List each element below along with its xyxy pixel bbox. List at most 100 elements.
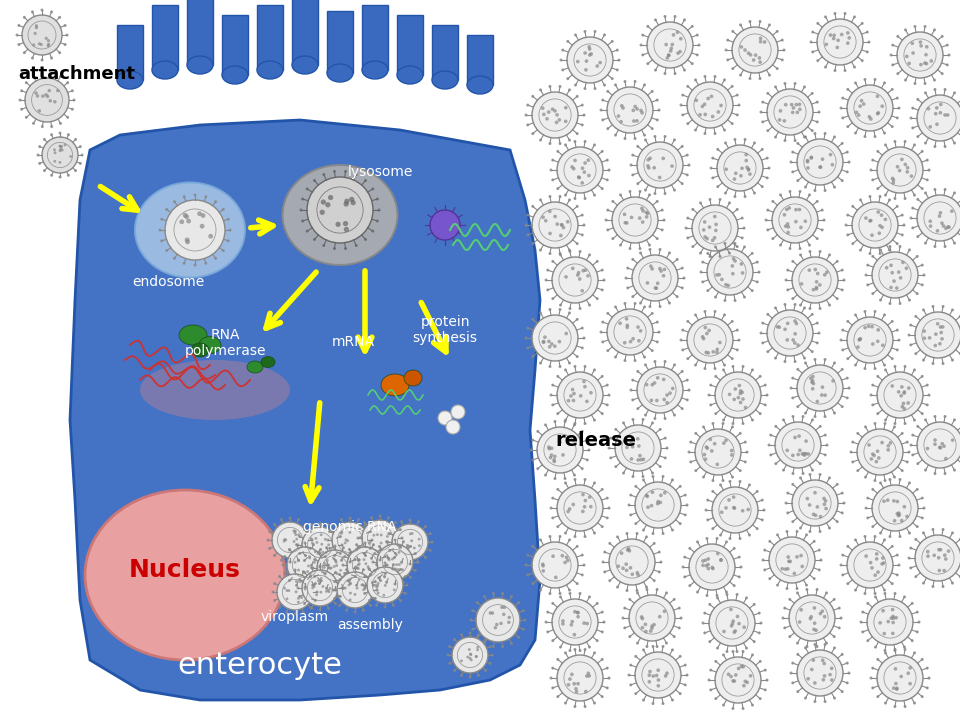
Circle shape [327,566,330,570]
Circle shape [944,88,947,91]
Circle shape [603,570,607,573]
Text: genomic RNA: genomic RNA [303,520,396,534]
Circle shape [532,92,578,138]
Circle shape [581,327,584,330]
Circle shape [369,547,372,550]
Circle shape [809,377,813,380]
Circle shape [545,117,549,121]
Circle shape [895,686,899,690]
Circle shape [635,692,637,695]
Circle shape [926,107,930,111]
Circle shape [924,82,926,85]
Circle shape [748,172,752,176]
Circle shape [632,337,635,341]
Circle shape [301,611,305,614]
Circle shape [757,56,761,60]
Circle shape [556,525,560,528]
Ellipse shape [282,165,397,265]
Circle shape [572,392,576,395]
Circle shape [706,594,708,597]
Circle shape [471,628,474,631]
Circle shape [823,503,827,506]
Circle shape [886,620,890,624]
Circle shape [564,477,566,480]
Circle shape [327,544,330,546]
Circle shape [326,539,329,541]
Circle shape [566,683,570,687]
Circle shape [796,111,799,114]
Circle shape [657,500,660,503]
Circle shape [685,174,688,176]
Circle shape [23,16,26,19]
Circle shape [557,485,603,531]
Circle shape [913,701,916,705]
Circle shape [876,111,880,114]
Circle shape [20,108,23,111]
Circle shape [585,59,588,63]
Circle shape [324,572,326,575]
Circle shape [324,562,326,564]
Circle shape [797,453,800,456]
Circle shape [813,577,816,580]
Circle shape [614,428,617,431]
Circle shape [343,221,348,226]
Circle shape [764,218,767,222]
Circle shape [25,78,69,122]
Circle shape [69,155,72,158]
Circle shape [297,597,300,600]
Circle shape [576,242,579,245]
Circle shape [797,139,843,185]
Circle shape [798,207,802,212]
Circle shape [576,615,580,618]
Circle shape [342,564,345,567]
Circle shape [916,198,920,201]
Circle shape [548,252,551,255]
Circle shape [947,225,949,229]
Circle shape [905,170,909,174]
Circle shape [916,235,920,238]
Circle shape [651,421,654,424]
Circle shape [316,590,319,593]
Circle shape [718,341,722,344]
Circle shape [744,460,747,464]
Circle shape [682,94,684,96]
Circle shape [898,338,900,341]
Circle shape [585,400,588,403]
Circle shape [852,202,898,248]
Circle shape [796,690,800,693]
Circle shape [818,331,821,335]
Circle shape [362,568,365,571]
Circle shape [816,645,819,648]
Ellipse shape [397,66,423,84]
Circle shape [50,72,53,75]
Circle shape [684,513,686,516]
Circle shape [645,495,649,498]
Circle shape [610,456,612,459]
Circle shape [766,92,769,95]
Circle shape [891,631,895,635]
Circle shape [655,674,659,678]
Circle shape [650,624,654,628]
Circle shape [372,534,375,536]
Circle shape [556,412,560,415]
Circle shape [612,200,614,203]
Circle shape [659,465,661,468]
Circle shape [732,422,734,425]
Circle shape [844,69,847,72]
Circle shape [588,48,591,51]
Circle shape [673,413,676,417]
Circle shape [681,287,684,289]
Circle shape [334,528,337,531]
Circle shape [877,372,923,418]
Circle shape [888,478,892,481]
Circle shape [726,650,729,653]
Circle shape [581,492,585,497]
Circle shape [73,99,76,102]
Circle shape [643,356,646,359]
Circle shape [710,238,714,242]
Circle shape [636,458,640,462]
Circle shape [731,122,733,125]
Circle shape [876,112,879,115]
Circle shape [741,422,745,425]
Circle shape [841,269,844,271]
